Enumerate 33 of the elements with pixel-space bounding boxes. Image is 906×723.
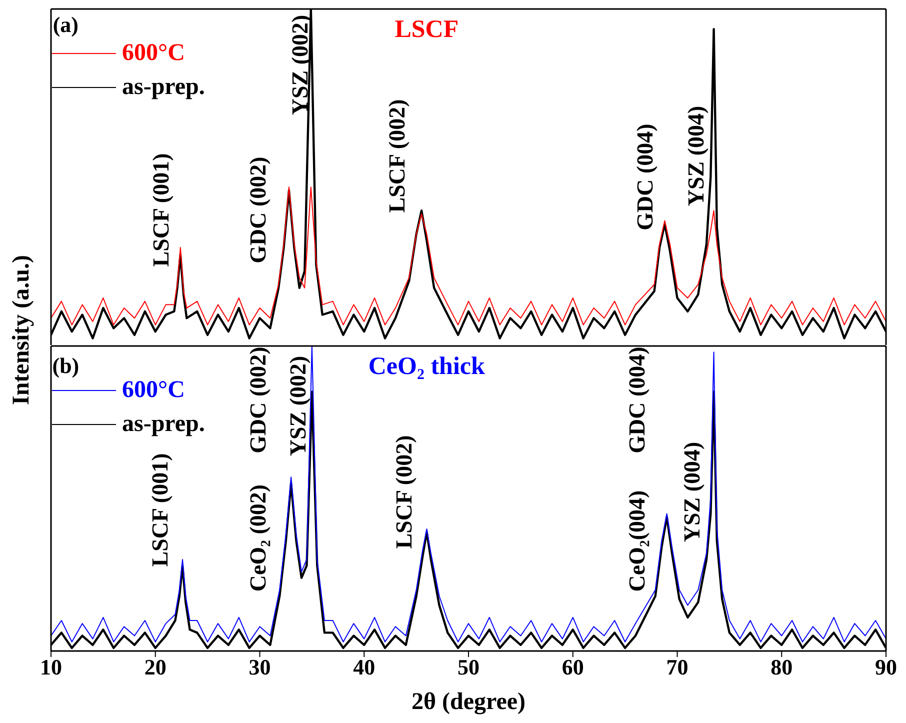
chart-title: CeO₂ thick	[368, 353, 485, 381]
x-tick-label: 80	[770, 654, 793, 680]
annotation: LSCF (001)	[148, 153, 174, 267]
x-axis-title: 2θ (degree)	[411, 689, 526, 716]
annotation: GDC (002)	[246, 346, 271, 454]
x-tick-label: 70	[666, 654, 688, 680]
x-tick-label: 30	[248, 654, 271, 680]
legend-label: 600°C	[122, 376, 185, 404]
annotation: YSZ (004)	[680, 442, 705, 542]
chart-title: LSCF	[394, 16, 459, 44]
x-tick-label: 10	[40, 654, 62, 680]
annotation: YSZ (002)	[288, 15, 313, 116]
legend-label: as-prep.	[122, 74, 205, 100]
annotation: LSCF (002)	[384, 100, 410, 214]
annotation: LSCF (001)	[147, 453, 172, 567]
annotation: (a)	[52, 12, 79, 37]
legend-label: 600°C	[122, 40, 185, 66]
annotation: GDC (004)	[624, 346, 650, 454]
annotation: LSCF (002)	[391, 435, 416, 549]
x-tick-label: 40	[353, 654, 376, 680]
annotation: (b)	[52, 353, 80, 378]
legend-label: as-prep.	[122, 410, 205, 438]
annotation: CeO₂(004)	[624, 490, 650, 592]
x-tick-label: 90	[875, 654, 897, 680]
x-tick-label: 50	[458, 654, 480, 680]
y-axis-title: Intensity (a.u.)	[8, 254, 36, 406]
annotation: CeO₂ (002)	[246, 484, 271, 592]
x-tick-label: 60	[562, 654, 584, 680]
annotation: YSZ (004)	[683, 106, 708, 206]
annotation: GDC (004)	[632, 123, 658, 230]
x-tick-label: 20	[144, 654, 166, 680]
annotation: GDC (002)	[246, 156, 271, 264]
annotation: YSZ (002)	[285, 356, 310, 456]
